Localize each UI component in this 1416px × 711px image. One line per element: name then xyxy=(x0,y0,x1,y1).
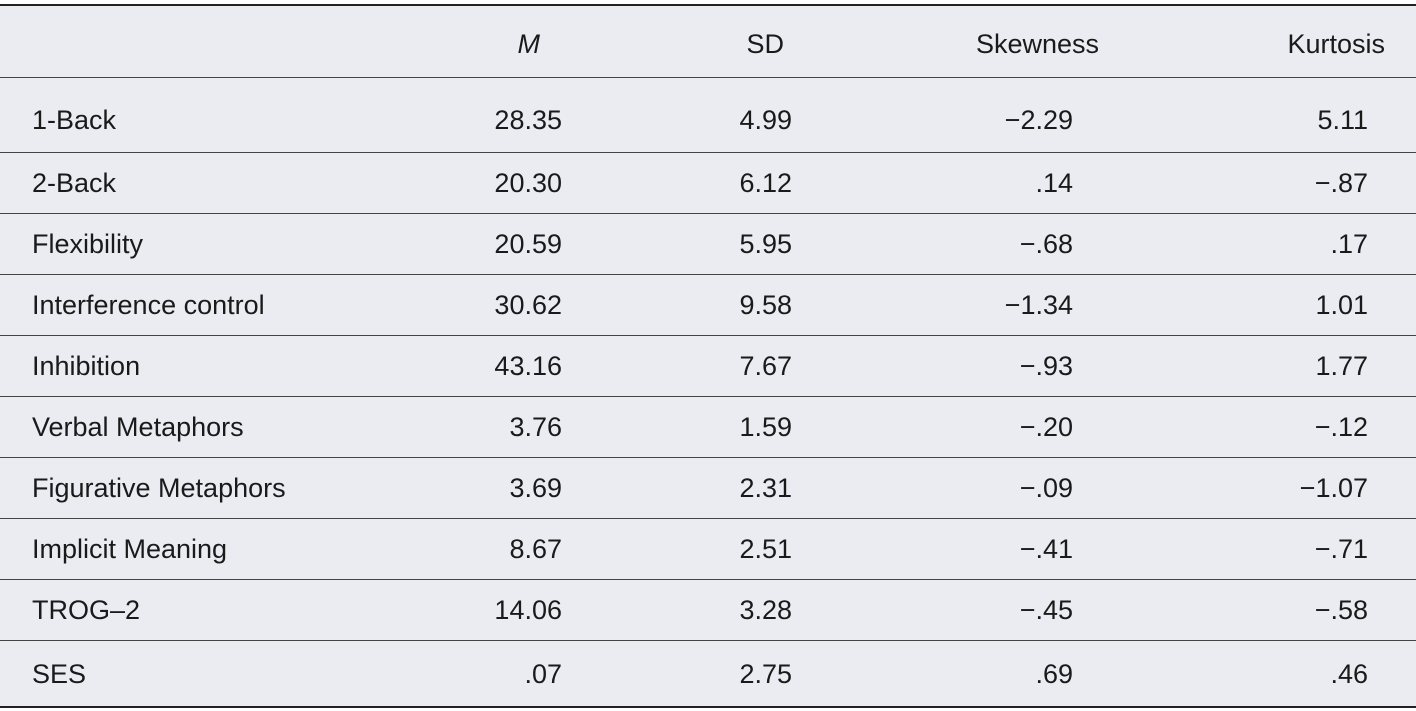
column-header: Kurtosis xyxy=(1287,29,1385,59)
table-cell: 2.51 xyxy=(739,533,792,564)
column-header: Skewness xyxy=(975,29,1099,59)
row-rule xyxy=(0,335,1416,336)
table-cell: 2.75 xyxy=(739,659,792,689)
row-label: Implicit Meaning xyxy=(32,533,228,564)
row-rule xyxy=(0,579,1416,580)
table-cell: .14 xyxy=(1035,167,1073,198)
table-cell: 4.99 xyxy=(739,105,792,135)
table-cell: 7.67 xyxy=(739,350,792,381)
table: M SD Skewness Kurtosis 1-Back 28.35 4.99 −2.29 5… xyxy=(0,4,1416,708)
table-cell: −1.07 xyxy=(1299,472,1368,503)
row-rule xyxy=(0,640,1416,641)
table-cell: 20.59 xyxy=(494,228,562,259)
table-cell: 1.59 xyxy=(739,411,792,442)
row-label: TROG–2 xyxy=(32,594,141,625)
header-rule xyxy=(0,77,1416,78)
row-label: 2-Back xyxy=(32,167,117,198)
table-cell: 3.28 xyxy=(739,594,792,625)
table-cell: 30.62 xyxy=(494,289,562,320)
table-cell: .46 xyxy=(1330,659,1368,689)
row-label: Interference control xyxy=(32,289,265,320)
table-cell: 3.76 xyxy=(509,411,562,442)
table-cell: −.20 xyxy=(1019,411,1073,442)
table-cell: −1.34 xyxy=(1004,289,1073,320)
row-label: 1-Back xyxy=(32,105,117,135)
table-cell: −.09 xyxy=(1019,472,1073,503)
table-cell: 14.06 xyxy=(494,594,562,625)
column-header: M xyxy=(517,29,541,59)
table-cell: 28.35 xyxy=(494,105,562,135)
table-cell: −.12 xyxy=(1314,411,1368,442)
table-cell: −.45 xyxy=(1019,594,1073,625)
table-cell: −.93 xyxy=(1019,350,1073,381)
table-cell: 1.77 xyxy=(1315,350,1368,381)
row-label: Verbal Metaphors xyxy=(32,411,244,442)
table-cell: −2.29 xyxy=(1004,105,1073,135)
table-cell: 5.11 xyxy=(1317,105,1368,135)
table-cell: .17 xyxy=(1330,228,1368,259)
row-rule xyxy=(0,396,1416,397)
row-label: SES xyxy=(32,659,87,689)
table-cell: 20.30 xyxy=(494,167,562,198)
table-cell: 5.95 xyxy=(739,228,792,259)
row-rule xyxy=(0,457,1416,458)
table-cell: −.87 xyxy=(1314,167,1368,198)
table-cell: −.71 xyxy=(1314,533,1368,564)
table-cell: 9.58 xyxy=(739,289,792,320)
table-cell: 3.69 xyxy=(509,472,562,503)
table-cell: 6.12 xyxy=(739,167,792,198)
table-cell: .69 xyxy=(1035,659,1073,689)
row-label: Flexibility xyxy=(32,228,144,259)
row-label: Figurative Metaphors xyxy=(32,472,286,503)
table-cell: −.41 xyxy=(1019,533,1073,564)
row-label: Inhibition xyxy=(32,350,141,381)
column-header: SD xyxy=(746,29,784,59)
table-cell: 8.67 xyxy=(509,533,562,564)
table-cell: 43.16 xyxy=(494,350,562,381)
table-cell: −.68 xyxy=(1019,228,1073,259)
table-cell: 2.31 xyxy=(739,472,792,503)
row-rule xyxy=(0,152,1416,153)
table-cell: −.58 xyxy=(1314,594,1368,625)
row-rule xyxy=(0,274,1416,275)
row-rule xyxy=(0,518,1416,519)
table-cell: .07 xyxy=(524,659,562,689)
table-cell: 1.01 xyxy=(1315,289,1368,320)
row-rule xyxy=(0,213,1416,214)
